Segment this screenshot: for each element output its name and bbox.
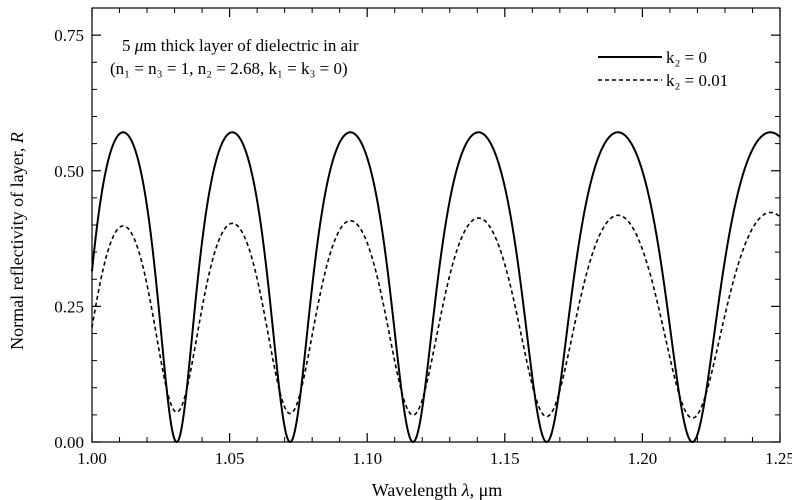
y-tick-label: 0.50 bbox=[54, 162, 84, 181]
x-axis-title: Wavelength λ, μm bbox=[372, 480, 502, 500]
x-tick-label: 1.05 bbox=[215, 449, 245, 468]
series-line-k2-0 bbox=[91, 131, 781, 444]
annotation-line-1: 5 μm thick layer of dielectric in air bbox=[122, 36, 359, 55]
x-tick-label: 1.20 bbox=[628, 449, 658, 468]
annotation-line-2: (n₁ = n₃ = 1, n₂ = 2.68, k₁ = k₃ = 0) bbox=[110, 59, 348, 78]
ticks: 1.00 1.05 1.10 1.15 1.20 1.25 0.00 0.25 0.50 0.75 bbox=[54, 8, 792, 468]
annotation-block: 5 μm thick layer of dielectric in air (n… bbox=[110, 36, 359, 78]
x-tick-label: 1.25 bbox=[765, 449, 792, 468]
x-tick-label: 1.00 bbox=[77, 449, 107, 468]
y-axis-title: Normal reflectivity of layer, R bbox=[7, 132, 27, 350]
legend-label-k2-0: k₂ = 0 bbox=[666, 48, 707, 67]
legend-label-k2-001: k₂ = 0.01 bbox=[666, 71, 728, 90]
legend: k₂ = 0 k₂ = 0.01 bbox=[598, 48, 728, 90]
series-line-k2-0.01 bbox=[91, 211, 781, 419]
y-tick-label: 0.00 bbox=[54, 433, 84, 452]
y-tick-label: 0.25 bbox=[54, 297, 84, 316]
x-tick-label: 1.10 bbox=[352, 449, 382, 468]
x-tick-label: 1.15 bbox=[490, 449, 520, 468]
y-tick-label: 0.75 bbox=[54, 26, 84, 45]
series-lines bbox=[91, 131, 781, 444]
